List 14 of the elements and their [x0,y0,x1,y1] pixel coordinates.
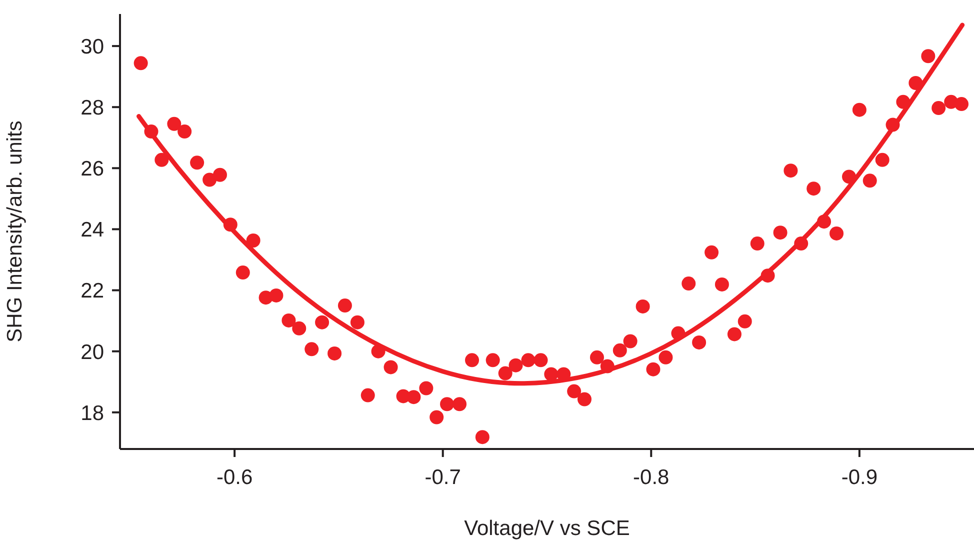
y-tick-label: 26 [80,158,104,181]
x-tick-label: -0.7 [424,466,461,489]
y-tick-label: 22 [80,280,104,303]
y-tick-label: 24 [80,218,104,242]
line-series [136,22,965,386]
x-tick-label: -0.8 [633,466,670,489]
y-tick-label: 30 [80,36,104,59]
x-tick-label: -0.6 [216,466,253,489]
y-tick-label: 18 [80,402,104,425]
y-axis-title: SHG Intensity/arb. units [3,120,26,342]
x-tick-label: -0.9 [841,466,878,489]
y-tick-label: 20 [80,340,104,364]
x-axis-title: Voltage/V vs SCE [464,517,630,540]
y-tick-label: 28 [80,96,104,120]
